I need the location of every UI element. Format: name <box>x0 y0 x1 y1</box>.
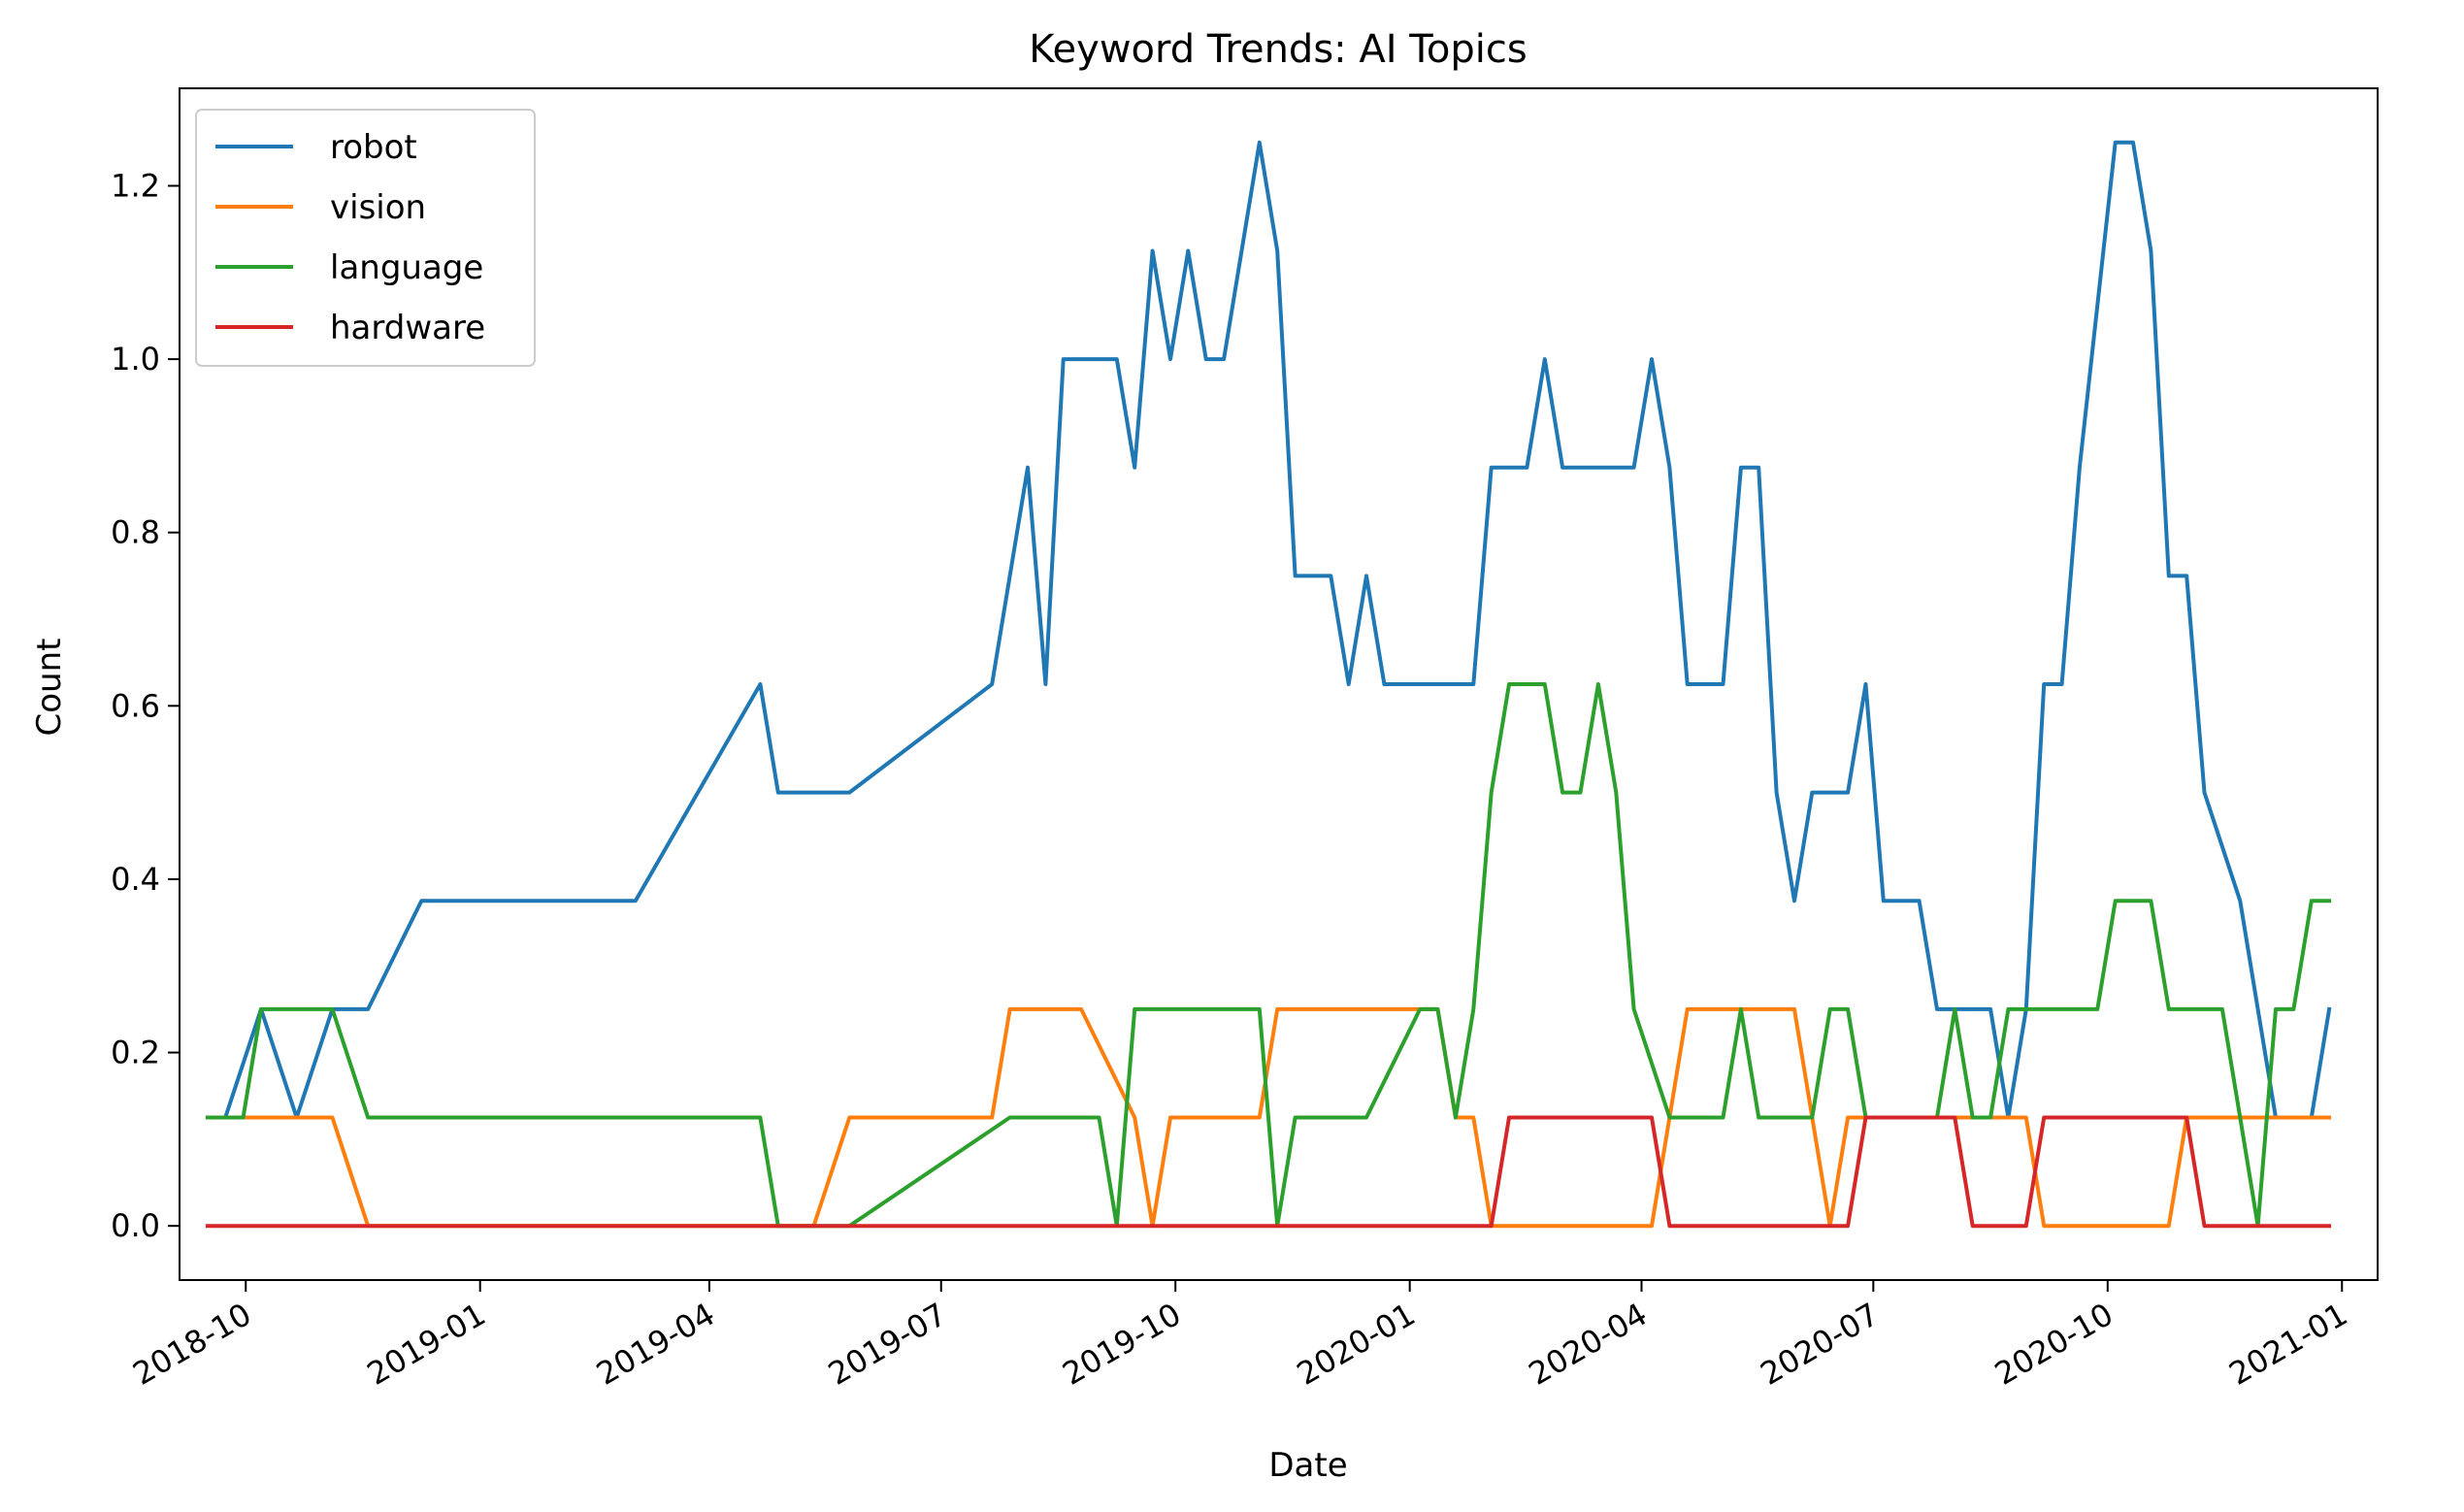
y-tick-label: 0.0 <box>111 1207 160 1244</box>
y-tick-label: 1.0 <box>111 341 160 378</box>
y-tick-label: 1.2 <box>111 167 160 204</box>
y-tick-label: 0.8 <box>111 514 160 551</box>
legend-label-robot: robot <box>330 128 417 167</box>
y-axis-label: Count <box>30 639 69 737</box>
axes-frame <box>179 87 2379 1281</box>
legend-box <box>195 109 536 367</box>
series-line-robot <box>205 140 2332 1120</box>
y-tick-label: 0.2 <box>111 1035 160 1071</box>
x-axis-label: Date <box>1268 1446 1347 1485</box>
series-layer <box>205 140 2332 1229</box>
y-tick-label: 0.4 <box>111 861 160 898</box>
legend-label-vision: vision <box>330 188 426 227</box>
legend: robot vision language hardware <box>195 109 536 367</box>
legend-label-hardware: hardware <box>330 309 485 347</box>
y-tick-label: 0.6 <box>111 687 160 724</box>
legend-label-language: language <box>330 248 483 287</box>
series-line-hardware <box>205 1115 2332 1229</box>
chart-title: Keyword Trends: AI Topics <box>1029 27 1527 72</box>
series-line-language <box>205 682 2332 1229</box>
